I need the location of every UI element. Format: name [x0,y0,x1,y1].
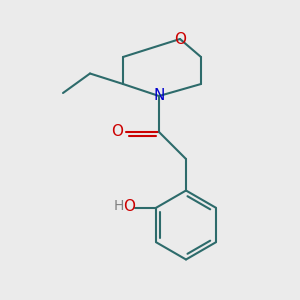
Text: N: N [153,88,165,104]
Text: H: H [113,199,124,213]
Text: O: O [174,32,186,46]
Text: O: O [111,124,123,140]
Text: O: O [123,199,135,214]
